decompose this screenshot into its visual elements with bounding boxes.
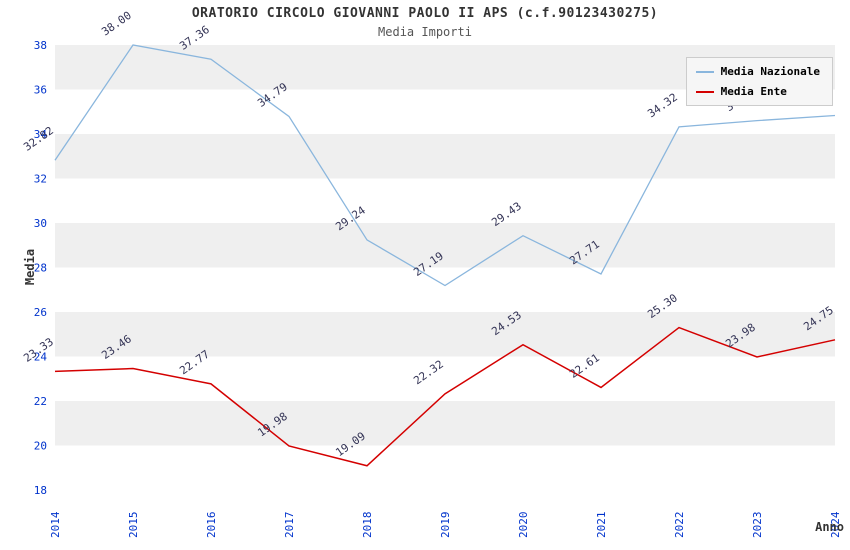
y-tick-label: 30 [34, 217, 47, 230]
y-tick-label: 36 [34, 84, 47, 97]
x-axis-title: Anno [815, 520, 844, 534]
y-tick-label: 34 [34, 128, 48, 141]
value-label: 38.00 [99, 9, 134, 39]
y-tick-label: 24 [34, 351, 48, 364]
plot-band [55, 178, 835, 223]
chart-title: ORATORIO CIRCOLO GIOVANNI PAOLO II APS (… [191, 6, 659, 21]
y-tick-label: 18 [34, 484, 47, 497]
plot-band [55, 445, 835, 490]
y-tick-label: 28 [34, 262, 47, 275]
x-tick-label: 2016 [205, 512, 218, 539]
y-tick-label: 26 [34, 306, 47, 319]
x-tick-label: 2022 [673, 512, 686, 539]
plot-band [55, 401, 835, 446]
x-tick-label: 2017 [283, 512, 296, 539]
plot-band [55, 223, 835, 268]
legend: Media Nazionale Media Ente [685, 57, 833, 106]
x-tick-label: 2018 [361, 512, 374, 539]
legend-label: Media Nazionale [720, 65, 820, 78]
x-tick-label: 2015 [127, 512, 140, 539]
plot-band [55, 134, 835, 179]
y-tick-label: 32 [34, 173, 47, 186]
y-tick-label: 22 [34, 395, 47, 408]
y-tick-label: 20 [34, 440, 47, 453]
y-axis-title: Media [23, 248, 37, 286]
plot-band [55, 267, 835, 312]
y-tick-label: 38 [34, 39, 47, 52]
x-tick-label: 2021 [595, 512, 608, 539]
legend-item-media-nazionale[interactable]: Media Nazionale [695, 65, 820, 78]
chart-subtitle: Media Importi [378, 25, 472, 39]
x-tick-label: 2023 [751, 512, 764, 539]
legend-line-icon [695, 90, 714, 93]
legend-line-icon [695, 70, 714, 73]
x-tick-label: 2024 [829, 511, 842, 538]
plot-band [55, 312, 835, 357]
legend-item-media-ente[interactable]: Media Ente [695, 85, 820, 98]
legend-label: Media Ente [720, 85, 787, 98]
line-media-nazionale [54, 44, 836, 287]
x-tick-label: 2014 [49, 511, 62, 538]
x-tick-label: 2019 [439, 512, 452, 539]
x-tick-label: 2020 [517, 512, 530, 539]
line-media-ente [54, 326, 836, 467]
